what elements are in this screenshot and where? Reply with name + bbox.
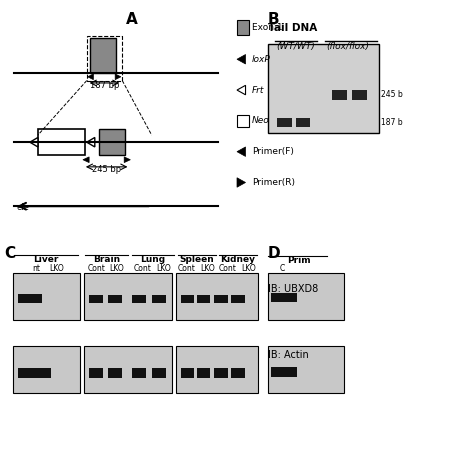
- Bar: [277, 118, 292, 127]
- Bar: [132, 368, 146, 378]
- Text: Cont: Cont: [177, 264, 195, 273]
- Bar: [271, 367, 297, 377]
- Text: 245 bp: 245 bp: [92, 164, 121, 173]
- Text: LKO: LKO: [241, 264, 256, 273]
- Text: IB: UBXD8: IB: UBXD8: [268, 284, 318, 294]
- Text: C: C: [279, 264, 285, 273]
- Text: LKO: LKO: [109, 264, 125, 273]
- Text: LKO: LKO: [49, 264, 64, 273]
- Bar: [197, 368, 210, 378]
- Text: LKO: LKO: [200, 264, 215, 273]
- Bar: [38, 129, 85, 155]
- Polygon shape: [237, 178, 246, 187]
- Bar: [268, 44, 379, 133]
- Bar: [237, 115, 249, 127]
- Text: Exon 1: Exon 1: [252, 23, 283, 32]
- Bar: [13, 273, 80, 320]
- Polygon shape: [87, 137, 95, 147]
- Text: nt: nt: [32, 264, 40, 273]
- Text: 187 b: 187 b: [381, 118, 402, 127]
- Polygon shape: [237, 55, 246, 64]
- Text: B: B: [268, 12, 280, 27]
- Bar: [352, 90, 367, 100]
- Text: 245 b: 245 b: [381, 91, 402, 99]
- Bar: [18, 294, 42, 303]
- Text: Tail DNA: Tail DNA: [268, 23, 317, 33]
- Text: 187 bp: 187 bp: [90, 81, 119, 90]
- Bar: [152, 368, 166, 378]
- Text: (flox/flox): (flox/flox): [326, 42, 369, 51]
- Bar: [237, 20, 249, 35]
- Text: A: A: [126, 12, 137, 27]
- Bar: [90, 38, 116, 73]
- Bar: [99, 129, 125, 155]
- Text: Lung: Lung: [140, 255, 166, 264]
- Bar: [89, 295, 103, 303]
- Text: ele: ele: [17, 203, 29, 212]
- Text: (WT/WT): (WT/WT): [276, 42, 315, 51]
- Bar: [181, 368, 194, 378]
- Bar: [296, 118, 310, 127]
- Bar: [132, 295, 146, 303]
- Bar: [13, 346, 80, 393]
- Text: D: D: [268, 246, 281, 262]
- Bar: [231, 295, 245, 303]
- Bar: [197, 295, 210, 303]
- Bar: [231, 368, 245, 378]
- Text: Cont: Cont: [134, 264, 152, 273]
- Polygon shape: [237, 85, 246, 95]
- Bar: [84, 273, 172, 320]
- Text: Spleen: Spleen: [179, 255, 214, 264]
- Bar: [214, 295, 228, 303]
- Polygon shape: [124, 157, 130, 163]
- Bar: [87, 36, 122, 81]
- Bar: [84, 346, 172, 393]
- Text: IB: Actin: IB: Actin: [268, 350, 309, 361]
- Bar: [108, 368, 122, 378]
- Text: loxP: loxP: [252, 55, 271, 64]
- Polygon shape: [88, 74, 93, 80]
- Text: C: C: [5, 246, 16, 262]
- Text: Prim: Prim: [287, 256, 310, 265]
- Bar: [271, 293, 297, 302]
- Text: LKO: LKO: [156, 264, 171, 273]
- Bar: [268, 273, 344, 320]
- Text: Primer(R): Primer(R): [252, 178, 295, 187]
- Polygon shape: [115, 74, 121, 80]
- Bar: [181, 295, 194, 303]
- Bar: [152, 295, 166, 303]
- Bar: [108, 295, 122, 303]
- Bar: [176, 346, 258, 393]
- Bar: [18, 368, 42, 378]
- Text: Liver: Liver: [34, 255, 59, 264]
- Bar: [214, 368, 228, 378]
- Text: Neo: Neo: [252, 117, 270, 125]
- Text: Cont: Cont: [87, 264, 105, 273]
- Text: Frt: Frt: [252, 86, 264, 94]
- Text: Brain: Brain: [93, 255, 120, 264]
- Polygon shape: [237, 147, 246, 156]
- Bar: [332, 90, 347, 100]
- Bar: [176, 273, 258, 320]
- Text: Kidney: Kidney: [220, 255, 255, 264]
- Text: Primer(F): Primer(F): [252, 147, 294, 156]
- Bar: [89, 368, 103, 378]
- Polygon shape: [30, 137, 38, 147]
- Text: Cont: Cont: [219, 264, 237, 273]
- Bar: [268, 346, 344, 393]
- Polygon shape: [83, 157, 89, 163]
- Bar: [37, 368, 51, 378]
